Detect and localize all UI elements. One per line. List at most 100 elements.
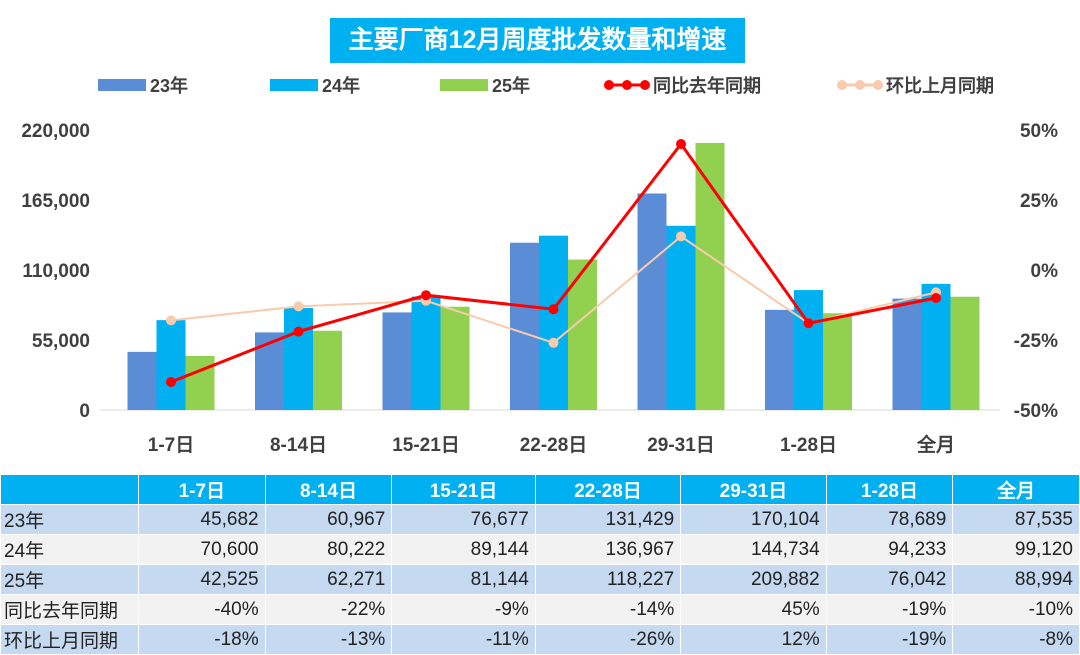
table-cell: -19%: [825, 624, 954, 655]
legend-label: 24年: [322, 75, 360, 96]
bar-23年: [892, 298, 922, 410]
table-cell: 94,233: [825, 534, 954, 565]
point-同比去年同期: [166, 377, 176, 387]
table-cell: -22%: [264, 594, 393, 625]
bar-25年: [185, 355, 215, 410]
table-cell: -18%: [138, 624, 266, 655]
point-环比上月同期: [293, 301, 304, 312]
legend-marker: [622, 80, 632, 90]
table-header-cell: [0, 474, 139, 505]
table-cell: 45,682: [138, 504, 266, 535]
table-cell: 88,994: [952, 564, 1080, 595]
legend-marker: [837, 80, 847, 90]
point-同比去年同期: [421, 290, 431, 301]
point-同比去年同期: [293, 326, 304, 337]
table-cell: -26%: [534, 624, 682, 655]
bar-24年: [156, 320, 186, 410]
y-right-tick-label: 0%: [1031, 261, 1059, 282]
bar-23年: [765, 309, 794, 410]
table-row: 25年 42,525 62,271 81,144 118,227 209,882 76,04…: [0, 564, 1080, 595]
y-right-tick-label: 25%: [1020, 191, 1058, 212]
table-cell: 12%: [680, 624, 827, 655]
table-cell: -10%: [952, 594, 1080, 625]
y-left-tick-label: 0: [79, 401, 90, 422]
table-cell: -8%: [952, 624, 1080, 655]
table-cell: 60,967: [264, 504, 393, 535]
table-cell: 144,734: [680, 534, 827, 565]
table-row: 24年 70,600 80,222 89,144 136,967 144,734 94,23…: [0, 534, 1080, 565]
x-tick-label: 全月: [916, 433, 955, 456]
table-cell: 42,525: [138, 564, 266, 595]
point-同比去年同期: [803, 318, 814, 329]
table-cell: 70,600: [138, 534, 266, 565]
table-cell: 81,144: [391, 564, 536, 595]
row-label: 环比上月同期: [0, 624, 139, 655]
bar-25年: [568, 259, 597, 410]
legend-marker: [873, 80, 883, 90]
table-cell: -13%: [264, 624, 393, 655]
chart-svg: 0 55,000 110,000 165,000 220,000 -50% -25% 0% 25…: [21, 75, 1059, 456]
bar-23年: [510, 242, 539, 410]
legend-marker: [604, 80, 614, 90]
table-cell: 131,429: [534, 504, 682, 535]
point-环比上月同期: [548, 337, 559, 348]
row-label: 同比去年同期: [0, 594, 139, 625]
x-tick-label: 15-21日: [392, 435, 460, 456]
table-row: 同比去年同期 -40% -22% -9% -14% 45% -19% -10%: [0, 594, 1080, 625]
y-left-tick-label: 220,000: [21, 121, 90, 142]
x-tick-label: 1-28日: [780, 435, 837, 456]
table-row: 23年 45,682 60,967 76,677 131,429 170,104 78,68…: [0, 504, 1080, 535]
bar-24年: [411, 296, 441, 410]
legend-swatch: [440, 79, 488, 91]
bar-24年: [284, 307, 313, 410]
point-环比上月同期: [166, 315, 176, 326]
x-tick-label: 22-28日: [520, 435, 588, 456]
table-cell: 62,271: [264, 564, 393, 595]
table-cell: -14%: [534, 594, 682, 625]
table-header-cell: 29-31日: [680, 474, 827, 505]
table-cell: 89,144: [391, 534, 536, 565]
table-cell: 118,227: [534, 564, 682, 595]
point-同比去年同期: [931, 293, 941, 303]
table-cell: 170,104: [680, 504, 827, 535]
x-tick-label: 1-7日: [148, 435, 194, 456]
row-label: 25年: [0, 564, 139, 595]
bar-25年: [440, 306, 470, 410]
y-right-tick-label: -50%: [1014, 401, 1058, 422]
row-label: 23年: [0, 504, 139, 535]
legend-label: 环比上月同期: [886, 76, 994, 96]
table-header-cell: 1-7日: [138, 474, 266, 505]
table-cell: -11%: [391, 624, 536, 655]
table-header-row: 1-7日 8-14日 15-21日 22-28日 29-31日 1-28日 全月: [0, 474, 1080, 505]
x-tick-label: 8-14日: [270, 435, 327, 456]
table-cell: 87,535: [952, 504, 1080, 535]
y-right-tick-label: -25%: [1014, 331, 1058, 352]
table-cell: 136,967: [534, 534, 682, 565]
point-环比上月同期: [676, 231, 686, 242]
table-header-cell: 1-28日: [825, 474, 954, 505]
legend-marker: [640, 80, 650, 90]
table-header-cell: 22-28日: [534, 474, 682, 505]
data-table: 1-7日 8-14日 15-21日 22-28日 29-31日 1-28日 全月 23年 45…: [0, 474, 1080, 655]
table-cell: -9%: [391, 594, 536, 625]
table-cell: 99,120: [952, 534, 1080, 565]
bar-24年: [539, 235, 568, 410]
table-row: 环比上月同期 -18% -13% -11% -26% 12% -19% -8%: [0, 624, 1080, 655]
bar-23年: [382, 312, 412, 410]
point-同比去年同期: [548, 304, 559, 315]
chart-title: 主要厂商12月周度批发数量和增速: [330, 18, 745, 63]
table-header-cell: 8-14日: [264, 474, 393, 505]
table-cell: -19%: [825, 594, 954, 625]
y-right-tick-label: 50%: [1020, 121, 1058, 142]
y-left-tick-label: 110,000: [22, 261, 90, 282]
point-同比去年同期: [676, 139, 686, 149]
y-left-tick-label: 55,000: [32, 331, 90, 352]
table-cell: 78,689: [825, 504, 954, 535]
legend-swatch: [98, 79, 146, 91]
bar-25年: [313, 330, 342, 410]
legend-label: 同比去年同期: [653, 75, 761, 96]
row-label: 24年: [0, 534, 139, 565]
table-header-cell: 15-21日: [391, 474, 536, 505]
x-tick-label: 29-31日: [647, 435, 715, 456]
